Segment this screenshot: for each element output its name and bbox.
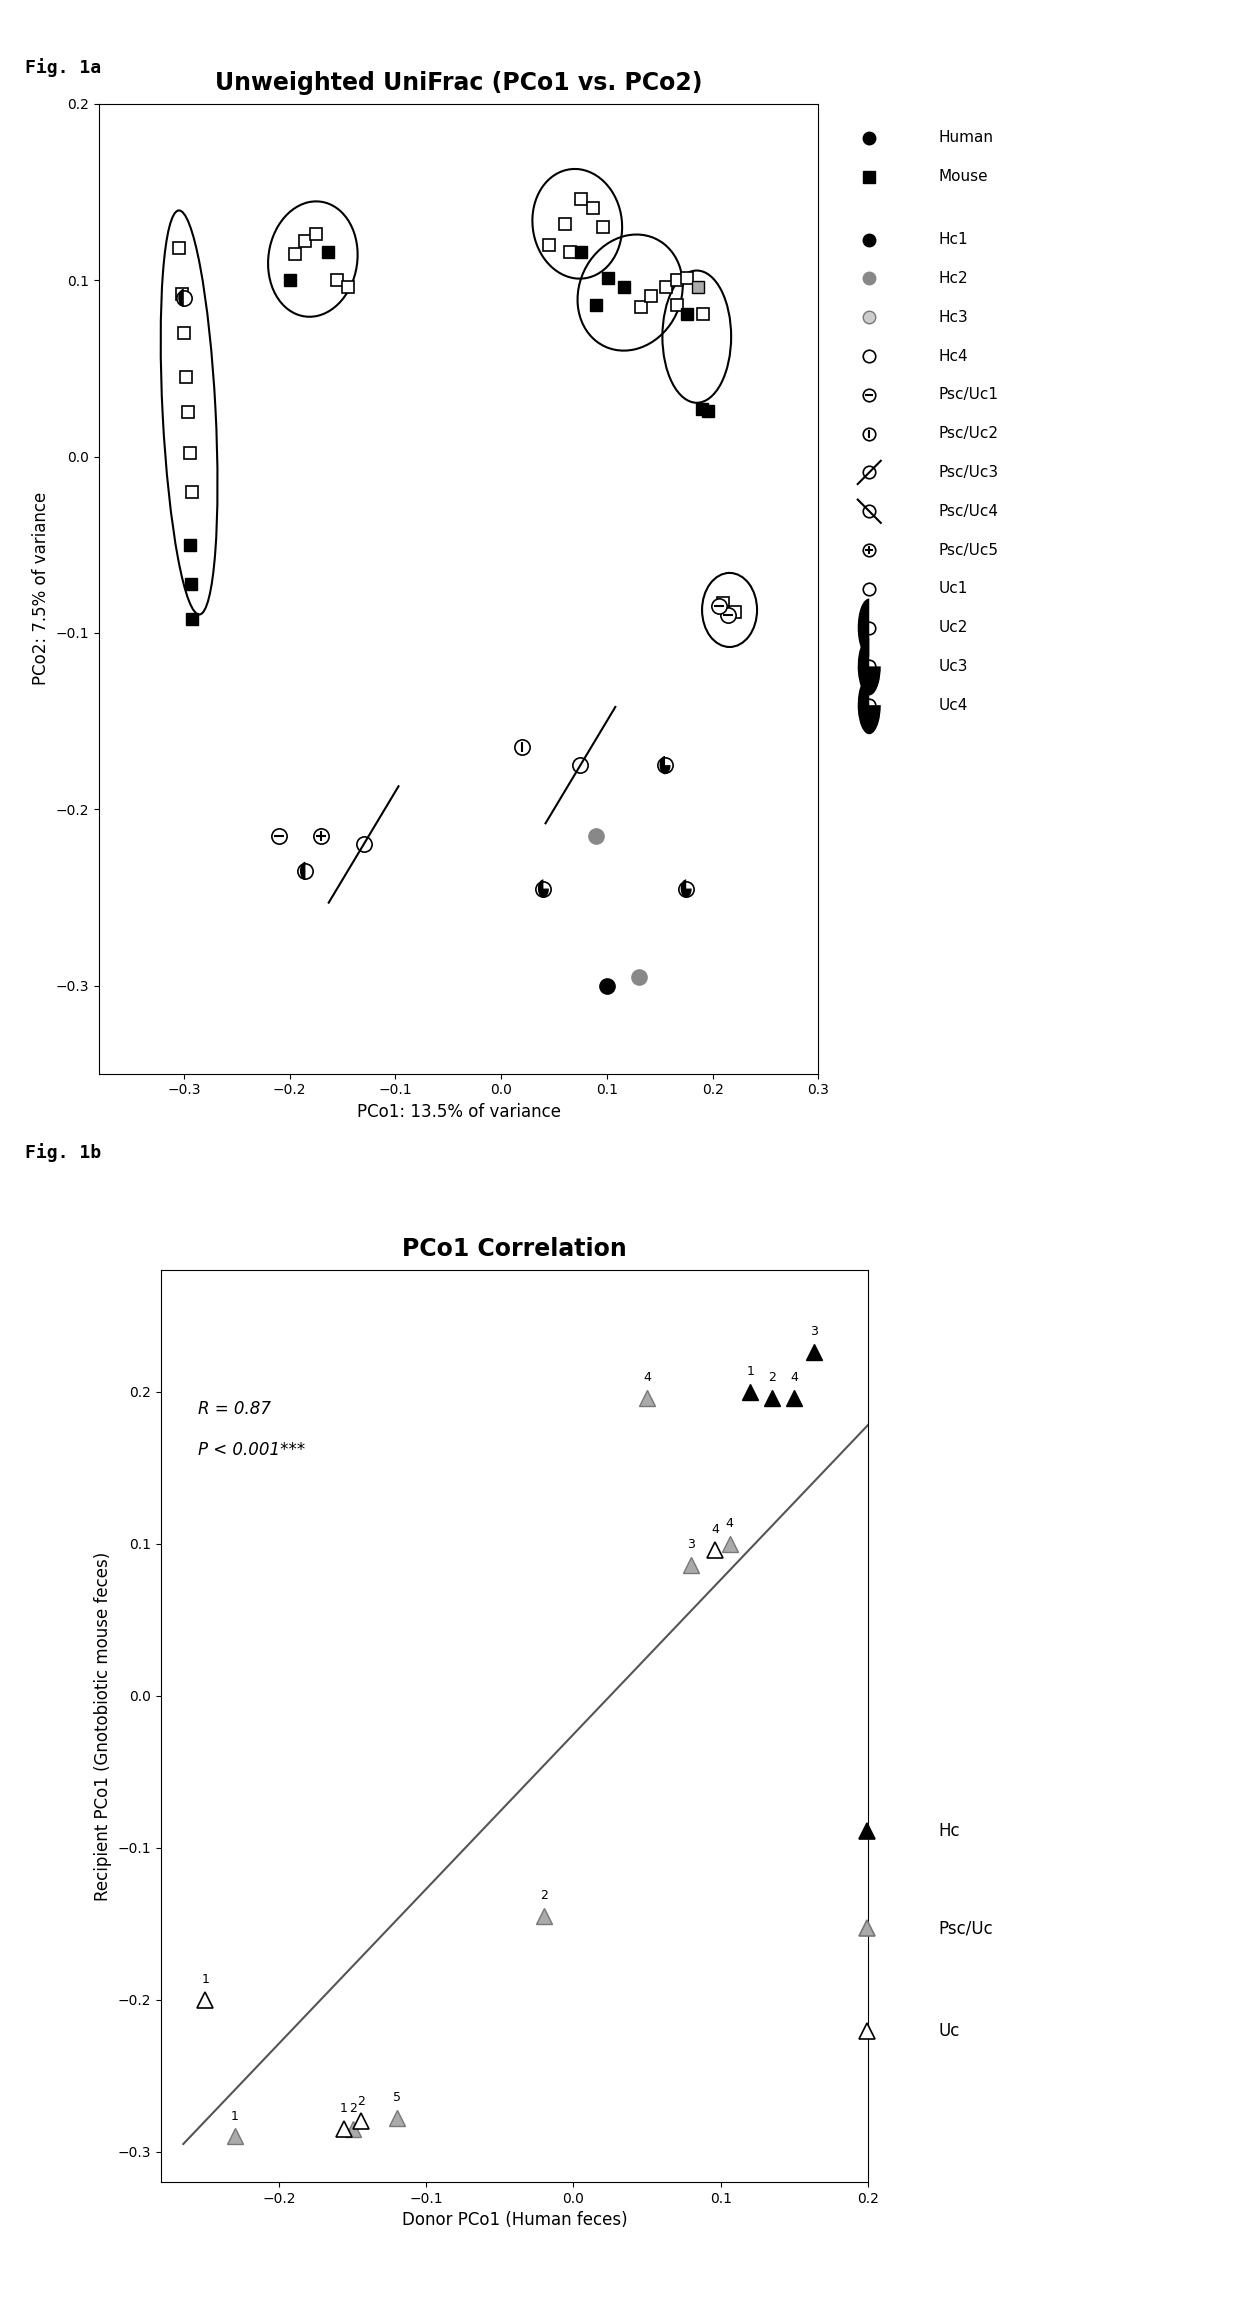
- Text: Uc3: Uc3: [939, 658, 968, 674]
- Y-axis label: PCo2: 7.5% of variance: PCo2: 7.5% of variance: [32, 492, 51, 686]
- Wedge shape: [660, 755, 671, 774]
- Text: Fig. 1b: Fig. 1b: [25, 1143, 100, 1161]
- Text: Psc/Uc1: Psc/Uc1: [939, 388, 998, 402]
- Text: 5: 5: [393, 2092, 401, 2103]
- Text: Hc2: Hc2: [939, 270, 968, 286]
- Text: Psc/Uc5: Psc/Uc5: [939, 543, 998, 556]
- Text: 3: 3: [687, 1538, 696, 1552]
- Text: Human: Human: [939, 129, 993, 145]
- Wedge shape: [300, 861, 305, 880]
- Text: Hc: Hc: [939, 1822, 960, 1840]
- Text: Uc: Uc: [939, 2023, 960, 2041]
- Wedge shape: [681, 880, 692, 898]
- Text: Psc/Uc: Psc/Uc: [939, 1919, 993, 1937]
- Text: 4: 4: [725, 1517, 734, 1531]
- Text: 3: 3: [810, 1325, 817, 1339]
- Text: Hc3: Hc3: [939, 309, 968, 326]
- Text: Uc2: Uc2: [939, 621, 967, 635]
- Text: 2: 2: [769, 1372, 776, 1383]
- Text: 2: 2: [541, 1889, 548, 1903]
- X-axis label: Donor PCo1 (Human feces): Donor PCo1 (Human feces): [402, 2212, 627, 2228]
- Text: Psc/Uc4: Psc/Uc4: [939, 503, 998, 520]
- Wedge shape: [858, 677, 880, 734]
- X-axis label: PCo1: 13.5% of variance: PCo1: 13.5% of variance: [357, 1104, 560, 1120]
- Text: Psc/Uc3: Psc/Uc3: [939, 464, 998, 480]
- Text: 1: 1: [746, 1365, 754, 1378]
- Text: 2: 2: [357, 2094, 366, 2108]
- Text: 1: 1: [340, 2101, 347, 2115]
- Text: Uc1: Uc1: [939, 582, 967, 596]
- Text: 4: 4: [644, 1372, 651, 1383]
- Text: 1: 1: [231, 2110, 239, 2122]
- Title: PCo1 Correlation: PCo1 Correlation: [402, 1238, 627, 1261]
- Text: Hc4: Hc4: [939, 349, 968, 363]
- Wedge shape: [858, 598, 869, 656]
- Title: Unweighted UniFrac (PCo1 vs. PCo2): Unweighted UniFrac (PCo1 vs. PCo2): [215, 72, 703, 95]
- Text: R = 0.87: R = 0.87: [198, 1399, 272, 1418]
- Text: Uc4: Uc4: [939, 697, 967, 713]
- Text: Fig. 1a: Fig. 1a: [25, 58, 100, 76]
- Text: 4: 4: [711, 1524, 719, 1535]
- Text: P < 0.001***: P < 0.001***: [198, 1441, 305, 1459]
- Text: Hc1: Hc1: [939, 233, 968, 247]
- Text: Mouse: Mouse: [939, 169, 988, 185]
- Y-axis label: Recipient PCo1 (Gnotobiotic mouse feces): Recipient PCo1 (Gnotobiotic mouse feces): [94, 1552, 113, 1900]
- Text: 1: 1: [201, 1972, 210, 1986]
- Text: 2: 2: [348, 2101, 357, 2115]
- Text: Psc/Uc2: Psc/Uc2: [939, 427, 998, 441]
- Text: 4: 4: [790, 1372, 799, 1383]
- Wedge shape: [538, 880, 549, 898]
- Wedge shape: [179, 289, 184, 307]
- Wedge shape: [858, 637, 880, 695]
